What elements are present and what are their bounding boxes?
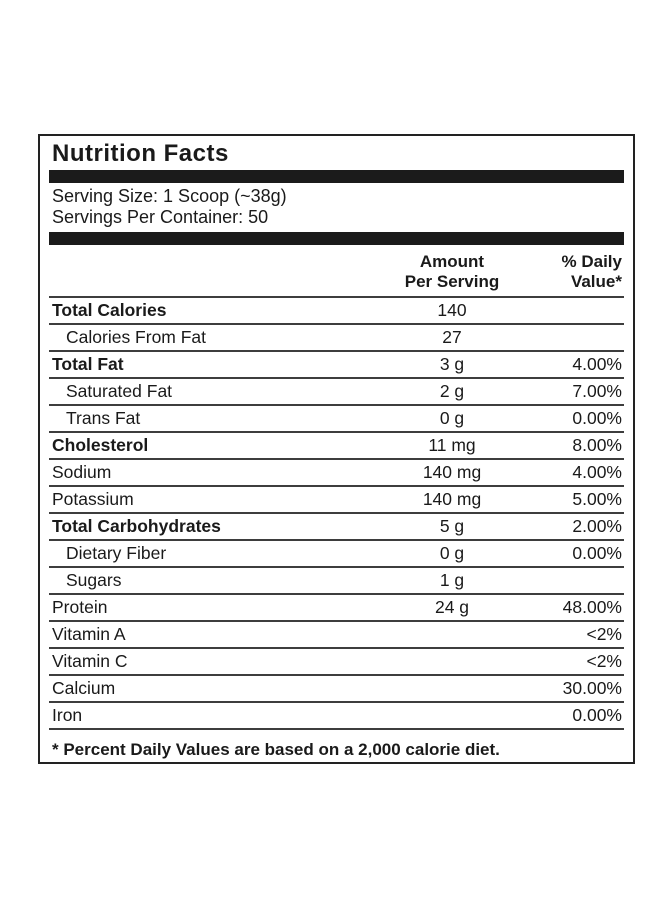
nutrient-row: Protein 24 g 48.00% xyxy=(49,595,624,622)
serving-info: Serving Size: 1 Scoop (~38g) Servings Pe… xyxy=(49,184,624,231)
nutrient-name: Total Carbohydrates xyxy=(52,516,221,536)
nutrient-amount: 0 g xyxy=(439,543,465,563)
nutrient-row: Total Carbohydrates 5 g 2.00% xyxy=(49,514,624,541)
nutrient-row: Saturated Fat 2 g 7.00% xyxy=(49,379,624,406)
nutrition-facts-label: Nutrition Facts Serving Size: 1 Scoop (~… xyxy=(38,134,635,764)
nutrient-name: Total Fat xyxy=(52,354,124,374)
nutrient-name: Iron xyxy=(52,705,83,725)
nutrient-row: Vitamin C <2% xyxy=(49,649,624,676)
thick-divider-middle xyxy=(49,232,624,245)
nutrient-name: Sodium xyxy=(52,462,112,482)
nutrient-name: Potassium xyxy=(52,489,134,509)
nutrient-daily-value: 0.00% xyxy=(572,705,622,725)
nutrient-daily-value: 2.00% xyxy=(572,516,622,536)
nutrient-row: Calcium 30.00% xyxy=(49,676,624,703)
nutrient-rows: Total Calories 140 Calories From Fat 27 Tota… xyxy=(49,298,624,730)
servings-per-container-text: Servings Per Container: 50 xyxy=(52,207,269,227)
nutrient-amount: 24 g xyxy=(434,597,470,617)
thick-divider-top xyxy=(49,170,624,183)
percent-daily-value-header: % Daily Value* xyxy=(561,252,622,291)
nutrient-row: Total Fat 3 g 4.00% xyxy=(49,352,624,379)
nutrient-amount: 2 g xyxy=(439,381,465,401)
nutrient-daily-value: 7.00% xyxy=(572,381,622,401)
nutrient-name: Calcium xyxy=(52,678,116,698)
nutrient-amount: 0 g xyxy=(439,408,465,428)
nutrient-daily-value: 0.00% xyxy=(572,543,622,563)
nutrient-name: Dietary Fiber xyxy=(66,543,167,563)
nutrient-amount: 1 g xyxy=(439,570,465,590)
nutrient-row: Sodium 140 mg 4.00% xyxy=(49,460,624,487)
serving-size-text: Serving Size: 1 Scoop (~38g) xyxy=(52,186,287,206)
nutrient-name: Vitamin C xyxy=(52,651,128,671)
nutrient-name: Saturated Fat xyxy=(66,381,173,401)
nutrient-amount: 140 mg xyxy=(422,462,482,482)
nutrient-amount: 140 mg xyxy=(422,489,482,509)
nutrient-amount: 3 g xyxy=(439,354,465,374)
nutrient-amount: 140 xyxy=(437,300,467,320)
nutrient-row: Vitamin A <2% xyxy=(49,622,624,649)
column-header-row: Amount Per Serving % Daily Value* xyxy=(49,246,624,298)
nutrient-row: Potassium 140 mg 5.00% xyxy=(49,487,624,514)
nutrient-daily-value: <2% xyxy=(586,624,622,644)
nutrient-daily-value: 4.00% xyxy=(572,462,622,482)
nutrient-name: Cholesterol xyxy=(52,435,149,455)
nutrient-row: Dietary Fiber 0 g 0.00% xyxy=(49,541,624,568)
nutrient-amount: 11 mg xyxy=(428,435,476,455)
daily-value-footnote: * Percent Daily Values are based on a 2,… xyxy=(52,740,500,759)
nutrient-name: Calories From Fat xyxy=(66,327,207,347)
nutrient-name: Trans Fat xyxy=(66,408,141,428)
nutrient-row: Trans Fat 0 g 0.00% xyxy=(49,406,624,433)
nutrient-name: Protein xyxy=(52,597,108,617)
nutrient-daily-value: 48.00% xyxy=(562,597,622,617)
nutrient-name: Vitamin A xyxy=(52,624,126,644)
label-title: Nutrition Facts xyxy=(52,140,229,167)
nutrient-row: Cholesterol 11 mg 8.00% xyxy=(49,433,624,460)
nutrient-row: Iron 0.00% xyxy=(49,703,624,730)
amount-per-serving-header: Amount Per Serving xyxy=(404,252,500,291)
nutrient-name: Sugars xyxy=(66,570,122,590)
nutrient-row: Calories From Fat 27 xyxy=(49,325,624,352)
nutrient-row: Sugars 1 g xyxy=(49,568,624,595)
nutrient-daily-value: 0.00% xyxy=(572,408,622,428)
nutrient-amount: 5 g xyxy=(439,516,465,536)
nutrient-daily-value: <2% xyxy=(586,651,622,671)
nutrient-daily-value: 30.00% xyxy=(562,678,622,698)
nutrient-row: Total Calories 140 xyxy=(49,298,624,325)
nutrient-name: Total Calories xyxy=(52,300,167,320)
nutrient-daily-value: 5.00% xyxy=(572,489,622,509)
nutrient-daily-value: 4.00% xyxy=(572,354,622,374)
nutrient-amount: 27 xyxy=(442,327,462,347)
nutrient-daily-value: 8.00% xyxy=(572,435,622,455)
